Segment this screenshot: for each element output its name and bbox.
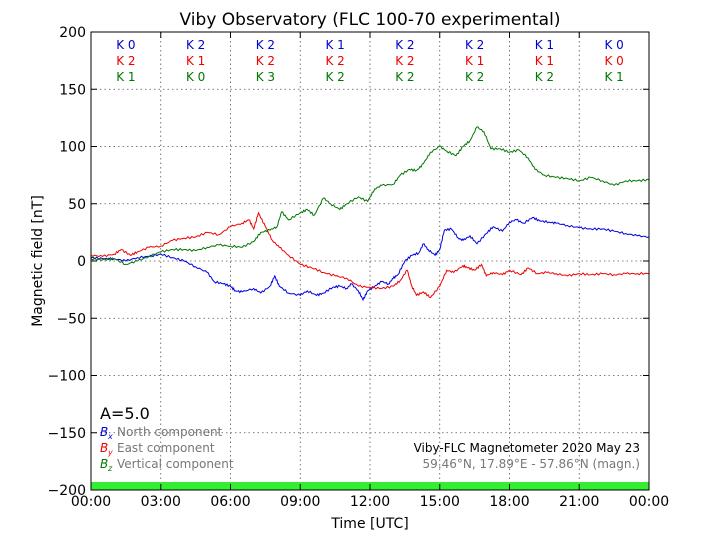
x-tick-label: 09:00 xyxy=(280,494,320,510)
info-line-2: 59.46°N, 17.89°E - 57.86°N (magn.) xyxy=(423,457,640,471)
y-tick-label: 0 xyxy=(77,254,86,270)
legend-symbol: B xyxy=(100,457,108,471)
legend-subscript: z xyxy=(107,464,113,473)
y-tick-label: 50 xyxy=(68,197,86,213)
x-axis-label: Time [UTC] xyxy=(330,516,408,532)
k-index-value: K 1 xyxy=(186,54,205,68)
k-index-value: K 0 xyxy=(604,54,623,68)
x-tick-label: 12:00 xyxy=(350,494,390,510)
k-index-value: K 2 xyxy=(465,38,484,52)
legend-label: North component xyxy=(117,425,223,439)
legend-symbol: B xyxy=(100,441,108,455)
y-tick-labels: 200 150 100 50 0 −50 −100 −150 −200 xyxy=(48,25,86,499)
grid-lines xyxy=(91,32,649,490)
y-tick-label: 100 xyxy=(59,140,86,156)
plot-area: K 0 K 2 K 2 K 1 K 2 K 2 K 1 K 0 K 2 K 1 K 2 K 2 K 2 K… xyxy=(90,31,650,491)
k-index-value: K 2 xyxy=(395,38,414,52)
axis-ticks xyxy=(90,31,650,491)
legend-subscript: y xyxy=(107,448,113,457)
k-index-value: K 1 xyxy=(535,54,554,68)
a-index-label: A=5.0 xyxy=(100,404,150,423)
x-tick-label: 18:00 xyxy=(489,494,529,510)
info-line-1: Viby-FLC Magnetometer 2020 May 23 xyxy=(414,441,640,455)
x-tick-label: 00:00 xyxy=(71,494,111,510)
k-index-value: K 1 xyxy=(325,38,344,52)
k-index-value: K 2 xyxy=(325,70,344,84)
k-index-value: K 2 xyxy=(186,38,205,52)
legend-label: Vertical component xyxy=(117,457,234,471)
legend-label: East component xyxy=(117,441,215,455)
k-index-value: K 0 xyxy=(186,70,205,84)
x-tick-labels: 00:00 03:00 06:00 09:00 12:00 15:00 18:00 21:00… xyxy=(71,494,669,510)
k-index-value: K 1 xyxy=(116,70,135,84)
y-tick-label: −100 xyxy=(48,369,86,385)
legend-symbol: B xyxy=(100,425,108,439)
k-index-table: K 0 K 2 K 2 K 1 K 2 K 2 K 1 K 0 K 2 K 1 K 2 K 2 K 2 K… xyxy=(116,38,624,84)
y-tick-label: −50 xyxy=(56,311,86,327)
legend-subscript: x xyxy=(107,432,113,441)
chart-title: Viby Observatory (FLC 100-70 experimenta… xyxy=(180,10,561,30)
y-tick-label: −200 xyxy=(48,483,86,499)
k-index-value: K 1 xyxy=(604,70,623,84)
k-index-value: K 0 xyxy=(116,38,135,52)
series-line-1 xyxy=(90,216,650,302)
k-index-value: K 2 xyxy=(395,54,414,68)
k-index-value: K 0 xyxy=(604,38,623,52)
k-index-value: K 2 xyxy=(465,70,484,84)
y-tick-label: 150 xyxy=(59,82,86,98)
y-axis-label: Magnetic field [nT] xyxy=(30,195,46,327)
x-tick-label: 15:00 xyxy=(420,494,460,510)
k-index-value: K 2 xyxy=(325,54,344,68)
k-index-value: K 2 xyxy=(535,70,554,84)
k-index-value: K 2 xyxy=(116,54,135,68)
k-index-value: K 1 xyxy=(535,38,554,52)
k-index-value: K 2 xyxy=(395,70,414,84)
x-tick-label: 03:00 xyxy=(141,494,181,510)
k-index-value: K 2 xyxy=(256,38,275,52)
k-index-value: K 1 xyxy=(465,54,484,68)
series-lines xyxy=(90,126,650,302)
x-tick-label: 06:00 xyxy=(210,494,250,510)
series-line-2 xyxy=(90,211,650,299)
x-tick-label: 00:00 xyxy=(629,494,669,510)
y-tick-label: −150 xyxy=(48,426,86,442)
y-tick-label: 200 xyxy=(59,25,86,41)
x-tick-label: 21:00 xyxy=(559,494,599,510)
series-line-3 xyxy=(90,126,650,266)
k-index-value: K 3 xyxy=(256,70,275,84)
k-index-value: K 2 xyxy=(256,54,275,68)
